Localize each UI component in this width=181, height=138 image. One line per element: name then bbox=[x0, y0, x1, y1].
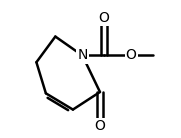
Text: N: N bbox=[77, 48, 88, 63]
Text: O: O bbox=[99, 11, 110, 25]
Text: O: O bbox=[94, 119, 105, 133]
Text: O: O bbox=[126, 48, 136, 63]
